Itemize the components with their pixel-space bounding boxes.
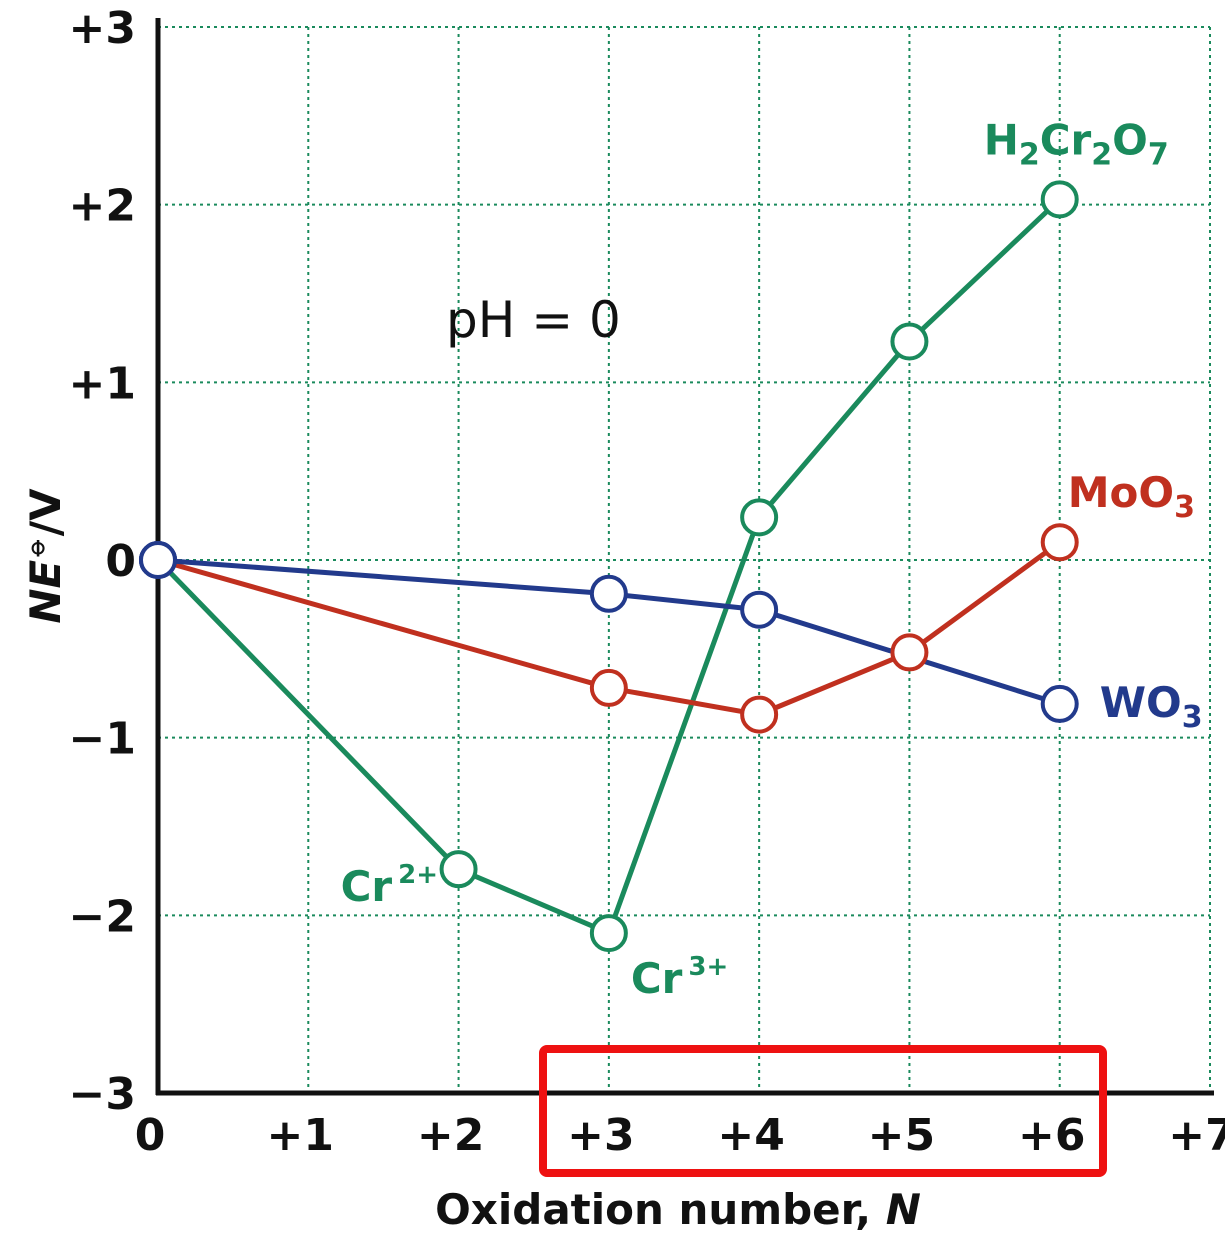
y-tick-labels: −3 −2 −1 0 +1 +2 +3	[69, 3, 136, 1120]
point-label-mo: MoO3	[1068, 468, 1195, 525]
data-point-mo	[1040, 523, 1079, 562]
x-tick-label: +1	[267, 1110, 334, 1161]
y-tick-label: +2	[69, 181, 136, 232]
y-tick-label: +3	[69, 3, 136, 54]
x-tick-label: +5	[868, 1110, 935, 1161]
highlight-box	[539, 1045, 1107, 1177]
data-point-w	[740, 590, 779, 629]
data-point-cr	[589, 914, 628, 953]
data-point-w	[1040, 684, 1079, 723]
data-point-cr	[740, 498, 779, 537]
point-label-cr: Cr 2+	[341, 860, 438, 911]
y-tick-label: 0	[105, 536, 136, 587]
data-point-w	[139, 541, 177, 579]
data-point-mo	[890, 633, 929, 672]
annotation-ph: pH = 0	[446, 291, 621, 349]
x-tick-label: 0	[135, 1110, 166, 1161]
x-tick-label: +6	[1018, 1110, 1085, 1161]
x-tick-label: +4	[717, 1110, 784, 1161]
data-point-cr	[439, 850, 478, 889]
point-label-cr: Cr 3+	[631, 952, 728, 1003]
y-tick-label: −3	[69, 1069, 136, 1120]
y-tick-label: −1	[69, 714, 136, 765]
series-lines	[139, 180, 1079, 953]
data-point-cr	[890, 322, 929, 361]
point-labels: H2Cr2O7 MoO3 WO3 Cr 2+ Cr 3+	[341, 115, 1203, 1003]
x-tick-label: +7	[1168, 1110, 1225, 1161]
y-tick-label: +1	[69, 358, 136, 409]
point-label-cr: H2Cr2O7	[984, 115, 1169, 172]
x-axis-title: Oxidation number, N	[435, 1185, 921, 1233]
data-point-mo	[740, 695, 779, 734]
x-tick-labels: 0 +1 +2 +3 +4 +5 +6 +7	[135, 1110, 1225, 1161]
y-axis-title: NE⦵/V	[18, 488, 70, 624]
grid-lines	[158, 26, 1211, 1093]
data-point-mo	[589, 668, 628, 707]
data-point-w	[589, 574, 628, 613]
series-line-cr	[156, 197, 1062, 936]
y-tick-label: −2	[69, 891, 136, 942]
point-label-w: WO3	[1100, 678, 1203, 735]
x-tick-label: +2	[417, 1110, 484, 1161]
x-tick-label: +3	[567, 1110, 634, 1161]
data-point-cr	[1040, 180, 1079, 219]
